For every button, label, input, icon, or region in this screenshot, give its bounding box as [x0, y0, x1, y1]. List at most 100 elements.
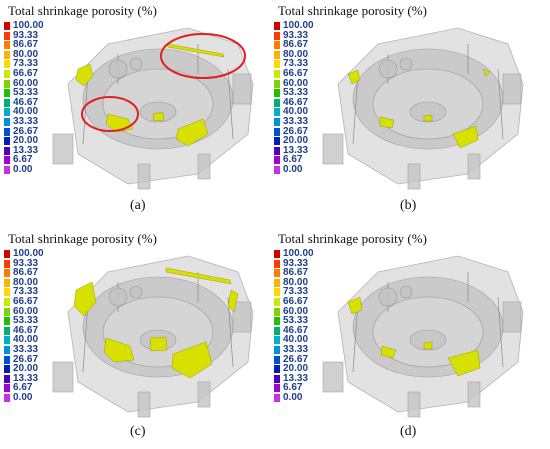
colorbar-tick-label: 46.67: [13, 96, 39, 108]
colorbar-swatch: [4, 298, 10, 306]
colorbar-swatch: [4, 355, 10, 364]
colorbar-tick-label: 13.33: [283, 372, 309, 384]
colorbar-swatch: [4, 89, 10, 98]
colorbar-swatch: [4, 70, 10, 78]
colorbar-swatch: [274, 98, 280, 107]
colorbar-tick-label: 26.67: [283, 353, 309, 365]
colorbar-swatch: [4, 50, 10, 59]
panel-d-casting-render: [322, 255, 524, 418]
colorbar-tick-label: 80.00: [13, 276, 39, 288]
colorbar-swatch: [274, 166, 280, 174]
panel-c-caption: (c): [130, 424, 146, 439]
colorbar-tick-label: 53.33: [283, 315, 309, 327]
colorbar-swatch: [274, 22, 280, 30]
colorbar-swatch: [4, 250, 10, 258]
colorbar-tick-label: 53.33: [283, 87, 309, 99]
colorbar-tick-label: 33.33: [283, 116, 309, 127]
colorbar-swatch: [274, 70, 280, 78]
colorbar-swatch: [4, 336, 10, 345]
colorbar-tick-label: 100.00: [283, 20, 314, 31]
colorbar-tick-label: 33.33: [283, 344, 309, 355]
colorbar-tick-label: 13.33: [13, 372, 39, 384]
colorbar-tick-label: 66.67: [13, 68, 39, 79]
panel-a-casting-render: [52, 27, 254, 190]
colorbar-swatch: [274, 118, 280, 126]
colorbar-tick-label: 93.33: [283, 29, 309, 41]
colorbar-tick-label: 60.00: [13, 77, 39, 89]
colorbar-tick-label: 73.33: [283, 286, 309, 298]
colorbar-swatch: [274, 365, 280, 374]
colorbar-tick-label: 6.67: [283, 382, 303, 394]
colorbar-tick-label: 0.00: [283, 164, 303, 175]
colorbar-swatch: [274, 50, 280, 59]
colorbar-tick-label: 26.67: [13, 125, 39, 137]
colorbar-tick-label: 46.67: [283, 324, 309, 336]
colorbar-swatch: [274, 108, 280, 117]
casting-model: [322, 255, 524, 418]
colorbar-swatch: [4, 365, 10, 374]
colorbar-swatch: [274, 156, 280, 165]
colorbar-tick-label: 93.33: [13, 29, 39, 41]
colorbar-tick-label: 46.67: [13, 324, 39, 336]
panel-a-title: Total shrinkage porosity (%): [8, 3, 157, 18]
colorbar-tick-label: 53.33: [13, 315, 39, 327]
colorbar-swatch: [4, 79, 10, 88]
colorbar-tick-label: 86.67: [283, 39, 309, 51]
colorbar-swatch: [4, 374, 10, 383]
colorbar-swatch: [274, 326, 280, 335]
panel-a: Total shrinkage porosity (%) 100.00 93.33…: [0, 0, 270, 220]
colorbar-swatch: [4, 326, 10, 335]
colorbar-swatch: [4, 60, 10, 69]
shrinkage-defects: [347, 68, 491, 149]
colorbar-swatch: [274, 374, 280, 383]
panel-c-title: Total shrinkage porosity (%): [8, 231, 157, 246]
colorbar-tick-label: 86.67: [13, 267, 39, 279]
colorbar-tick-label: 100.00: [13, 248, 44, 259]
colorbar-swatch: [4, 98, 10, 107]
colorbar-swatch: [4, 394, 10, 402]
shrinkage-defects: [75, 43, 225, 147]
panel-b-casting-render: [322, 27, 524, 190]
casting-model: [52, 255, 254, 418]
colorbar-tick-label: 86.67: [283, 267, 309, 279]
colorbar-tick-label: 60.00: [13, 305, 39, 317]
colorbar-swatch: [4, 278, 10, 287]
colorbar-tick-label: 66.67: [283, 68, 309, 79]
colorbar-swatch: [4, 41, 10, 50]
colorbar-tick-label: 20.00: [13, 363, 39, 375]
colorbar-tick-label: 40.00: [283, 334, 309, 346]
shrinkage-defects: [73, 267, 239, 379]
colorbar-swatch: [274, 127, 280, 136]
colorbar-tick-label: 20.00: [283, 363, 309, 375]
colorbar-swatch: [274, 346, 280, 354]
panel-d-title: Total shrinkage porosity (%): [278, 231, 427, 246]
colorbar-tick-label: 26.67: [283, 125, 309, 137]
panel-d-caption: (d): [400, 424, 417, 439]
panel-a-caption: (a): [130, 198, 146, 213]
panel-c-casting-render: [52, 255, 254, 418]
colorbar-tick-label: 86.67: [13, 39, 39, 51]
shrinkage-defects: [347, 296, 481, 377]
colorbar-swatch: [274, 269, 280, 278]
colorbar-tick-label: 20.00: [283, 135, 309, 147]
colorbar-tick-label: 73.33: [283, 58, 309, 70]
colorbar-tick-label: 6.67: [13, 382, 33, 394]
colorbar-swatch: [4, 108, 10, 117]
colorbar-swatch: [4, 137, 10, 146]
colorbar-swatch: [274, 250, 280, 258]
panel-b-caption: (b): [400, 198, 417, 213]
colorbar-tick-label: 66.67: [13, 296, 39, 307]
colorbar-tick-label: 66.67: [283, 296, 309, 307]
panel-b: Total shrinkage porosity (%) 100.00 93.33…: [270, 0, 540, 220]
colorbar-swatch: [4, 346, 10, 354]
colorbar-swatch: [274, 89, 280, 98]
colorbar-tick-label: 0.00: [13, 164, 33, 175]
colorbar-swatch: [274, 307, 280, 316]
colorbar-tick-label: 80.00: [13, 48, 39, 60]
highlight-circle-top-right: [160, 33, 246, 79]
colorbar-swatch: [274, 288, 280, 297]
colorbar-tick-label: 60.00: [283, 77, 309, 89]
panel-d: Total shrinkage porosity (%) 100.00 93.33…: [270, 228, 540, 448]
colorbar-tick-label: 40.00: [13, 334, 39, 346]
colorbar-tick-label: 100.00: [283, 248, 314, 259]
